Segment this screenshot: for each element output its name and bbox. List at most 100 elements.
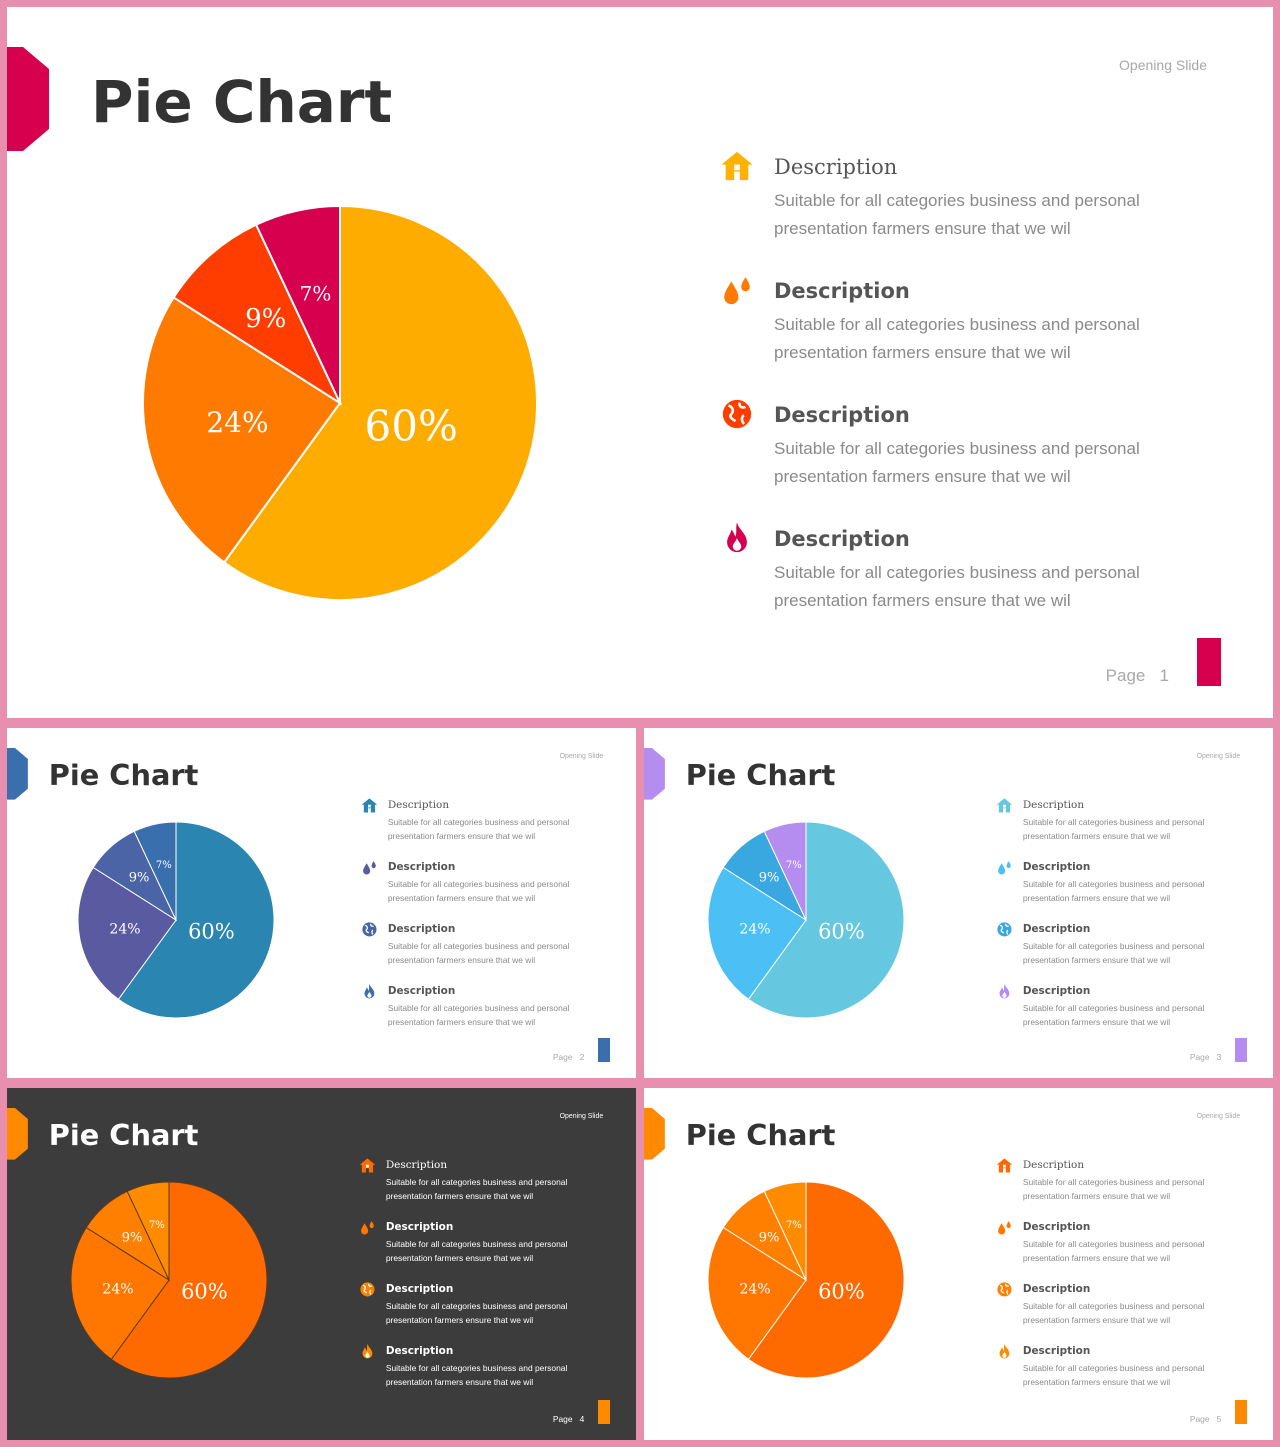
- description-body-line: Suitable for all categories business and…: [774, 315, 1140, 334]
- description-body-line: Suitable for all categories business and…: [1022, 878, 1205, 889]
- slide-2[interactable]: Pie Chart Opening Slide 60% 24% 9% 7% Descript…: [7, 728, 636, 1078]
- home-icon: [720, 149, 754, 183]
- description-item: Description Suitable for all categories b…: [361, 796, 631, 858]
- pie-slice-7: [763, 1181, 807, 1281]
- globe-icon: [996, 921, 1013, 938]
- flame-icon: [996, 983, 1013, 1000]
- page-word: Page: [1189, 1414, 1210, 1425]
- description-body-line: Suitable for all categories business and…: [1022, 1002, 1205, 1013]
- pie-slice-24: [142, 296, 342, 564]
- description-body-line: Suitable for all categories business and…: [385, 1238, 568, 1249]
- description-body-line: Suitable for all categories business and…: [385, 1362, 568, 1373]
- globe-icon: [720, 397, 754, 431]
- pie-slice-60: [747, 821, 905, 1019]
- globe-icon: [361, 921, 378, 938]
- droplets-icon: [996, 859, 1013, 876]
- description-body-line: Suitable for all categories business and…: [387, 1002, 570, 1013]
- flame-icon: [361, 983, 378, 1000]
- pie-label-9: 9%: [122, 1231, 143, 1246]
- home-icon: [996, 1157, 1013, 1174]
- pie-label-9: 9%: [129, 871, 150, 886]
- description-body-line: presentation farmers ensure that we wil: [1022, 1190, 1171, 1201]
- page-accent-bar: [1197, 638, 1221, 686]
- description-body-line: presentation farmers ensure that we wil: [1022, 954, 1171, 965]
- pie-slice-60: [110, 1181, 268, 1379]
- pie-label-60: 60%: [181, 1280, 228, 1304]
- pie-slice-7: [133, 821, 177, 921]
- slide-5[interactable]: Pie Chart Opening Slide 60% 24% 9% 7% Descript…: [644, 1088, 1273, 1440]
- pie-chart: 60% 24% 9% 7%: [707, 1181, 905, 1379]
- slide-title: Pie Chart: [685, 757, 836, 792]
- page-number: 3: [1216, 1052, 1222, 1063]
- pie-slice-7: [763, 821, 807, 921]
- description-body-line: presentation farmers ensure that we wil: [385, 1252, 534, 1263]
- pie-slice-24: [77, 866, 177, 1000]
- description-title: Description: [1022, 861, 1091, 873]
- description-item: Description Suitable for all categories b…: [996, 1342, 1266, 1404]
- pie-slice-7: [126, 1181, 170, 1281]
- description-item: Description Suitable for all categories b…: [996, 982, 1266, 1044]
- description-body-line: presentation farmers ensure that we wil: [387, 830, 536, 841]
- description-body-line: presentation farmers ensure that we wil: [1022, 1016, 1171, 1027]
- flame-icon: [720, 521, 754, 555]
- description-body-line: presentation farmers ensure that we wil: [387, 1016, 536, 1027]
- accent-ribbon: [644, 1107, 665, 1160]
- home-icon: [996, 797, 1013, 814]
- pie-label-60: 60%: [365, 402, 458, 451]
- description-body-line: presentation farmers ensure that we wil: [774, 219, 1071, 238]
- description-body-line: Suitable for all categories business and…: [1022, 816, 1205, 827]
- page-indicator: Page 1: [1106, 666, 1169, 686]
- description-item: Description Suitable for all categories b…: [720, 147, 1240, 271]
- pie-slice-60: [222, 204, 538, 601]
- pie-slice-24: [70, 1226, 170, 1360]
- description-title: Description: [1022, 1159, 1085, 1171]
- description-body-line: presentation farmers ensure that we wil: [385, 1190, 534, 1201]
- description-body-line: Suitable for all categories business and…: [387, 816, 570, 827]
- home-icon: [361, 797, 378, 814]
- pie-label-7: 7%: [786, 860, 802, 871]
- description-item: Description Suitable for all categories b…: [996, 1218, 1266, 1280]
- slide-title: Pie Chart: [48, 757, 199, 792]
- pie-chart: 60% 24% 9% 7%: [142, 204, 538, 601]
- pie-chart: 60% 24% 9% 7%: [70, 1181, 268, 1379]
- description-body-line: Suitable for all categories business and…: [387, 940, 570, 951]
- description-item: Description Suitable for all categories b…: [996, 796, 1266, 858]
- description-item: Description Suitable for all categories b…: [361, 920, 631, 982]
- description-title: Description: [385, 1159, 448, 1171]
- opening-slide-tag: Opening Slide: [1119, 57, 1207, 73]
- description-item: Description Suitable for all categories b…: [359, 1280, 629, 1342]
- description-body-line: Suitable for all categories business and…: [385, 1300, 568, 1311]
- description-body-line: Suitable for all categories business and…: [1022, 940, 1205, 951]
- droplets-icon: [720, 273, 754, 307]
- description-list: Description Suitable for all categories b…: [361, 796, 631, 1044]
- description-body-line: presentation farmers ensure that we wil: [774, 591, 1071, 610]
- pie-slice-24: [707, 1226, 807, 1360]
- pie-chart: 60% 24% 9% 7%: [707, 821, 905, 1019]
- pie-label-24: 24%: [109, 922, 140, 938]
- slide-1[interactable]: Pie Chart Opening Slide 60% 24% 9% 7% Descript…: [7, 7, 1273, 718]
- description-title: Description: [387, 799, 450, 811]
- description-item: Description Suitable for all categories b…: [359, 1342, 629, 1404]
- flame-icon: [359, 1343, 376, 1360]
- description-body-line: presentation farmers ensure that we wil: [1022, 1252, 1171, 1263]
- droplets-icon: [996, 1219, 1013, 1236]
- description-list: Description Suitable for all categories b…: [996, 1156, 1266, 1404]
- description-body-line: presentation farmers ensure that we wil: [1022, 1314, 1171, 1325]
- pie-slice-7: [254, 204, 341, 404]
- description-title: Description: [1022, 799, 1085, 811]
- description-title: Description: [1022, 1345, 1091, 1357]
- pie-label-7: 7%: [156, 860, 172, 871]
- description-body-line: presentation farmers ensure that we wil: [385, 1314, 534, 1325]
- page-number: 2: [579, 1052, 585, 1063]
- description-list: Description Suitable for all categories b…: [996, 796, 1266, 1044]
- description-body-line: presentation farmers ensure that we wil: [774, 343, 1071, 362]
- description-list: Description Suitable for all categories b…: [720, 147, 1240, 643]
- description-item: Description Suitable for all categories b…: [996, 1156, 1266, 1218]
- slide-4[interactable]: Pie Chart Opening Slide 60% 24% 9% 7% Descript…: [7, 1088, 636, 1440]
- page-number: 4: [579, 1414, 585, 1425]
- description-body-line: Suitable for all categories business and…: [1022, 1362, 1205, 1373]
- description-body-line: presentation farmers ensure that we wil: [385, 1376, 534, 1387]
- slide-3[interactable]: Pie Chart Opening Slide 60% 24% 9% 7% Descript…: [644, 728, 1273, 1078]
- description-title: Description: [387, 923, 456, 935]
- description-item: Description Suitable for all categories b…: [720, 519, 1240, 643]
